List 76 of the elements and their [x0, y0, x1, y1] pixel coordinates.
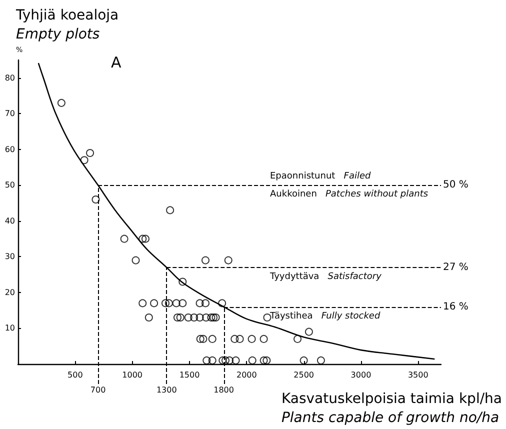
annotation: Aukkoinen Patches without plants	[270, 190, 428, 200]
point	[150, 299, 158, 308]
ref-line-label: 16 %	[443, 301, 468, 312]
point	[138, 234, 147, 243]
point	[172, 299, 180, 308]
point	[260, 334, 268, 343]
ref-line-label: 1300	[156, 386, 177, 394]
point	[144, 314, 153, 322]
point	[161, 299, 170, 308]
ref-line-label: 700	[90, 386, 106, 394]
point	[164, 299, 173, 308]
y-tick-label: 70	[4, 109, 15, 118]
point	[208, 334, 216, 343]
point	[218, 299, 226, 308]
point	[166, 206, 174, 214]
point	[236, 334, 244, 343]
point	[300, 356, 308, 364]
point	[294, 334, 302, 343]
y-tick-label: 10	[4, 324, 15, 333]
point	[260, 356, 268, 364]
point	[202, 314, 210, 322]
point	[57, 98, 66, 107]
y-tick-label: 40	[4, 216, 15, 226]
x-tick-label: 3000	[350, 370, 372, 380]
point	[86, 148, 94, 157]
point	[132, 256, 140, 264]
point	[232, 356, 240, 364]
point	[80, 156, 88, 164]
ref-line-label: 27 %	[443, 262, 468, 273]
point	[208, 356, 216, 364]
point	[316, 356, 325, 364]
point	[178, 299, 187, 308]
point	[184, 314, 192, 322]
x-tick-label: 1000	[122, 370, 143, 380]
point	[196, 314, 204, 322]
y-tick-label: 80	[4, 73, 15, 82]
ref-line-label: 50 %	[443, 180, 468, 191]
point	[173, 314, 182, 322]
point	[199, 334, 208, 343]
annotation: Epaonnistunut Failed	[270, 172, 371, 182]
x-axis-title: Kasvatuskelpoisia taimia kpl/ha Plants capable of growth no/ha	[281, 391, 502, 426]
annotation: Täystihea Fully stocked	[269, 311, 380, 322]
chart-title: A	[111, 54, 122, 72]
point	[178, 278, 187, 286]
point	[226, 356, 234, 364]
point	[120, 234, 128, 243]
point	[304, 328, 313, 336]
x-tick-label: 3500	[408, 370, 428, 380]
point	[248, 356, 256, 364]
point	[196, 299, 204, 308]
point	[190, 314, 198, 322]
point	[196, 334, 204, 343]
point	[202, 256, 210, 264]
x-tick-label: 500	[68, 370, 83, 380]
point	[141, 234, 150, 243]
point	[210, 314, 218, 322]
y-tick-label: 50	[4, 180, 15, 190]
point	[202, 299, 210, 308]
y-tick-label: 60	[4, 144, 15, 154]
point	[218, 356, 227, 364]
x-tick-label: 1500	[179, 370, 200, 380]
annotation: Tyydyttäva Satisfactory	[269, 272, 382, 282]
y-tick-label: 20	[4, 288, 15, 297]
point	[222, 356, 230, 364]
ref-line-label: 1800	[214, 386, 234, 394]
point	[176, 314, 184, 322]
point	[202, 356, 211, 364]
point	[230, 334, 239, 343]
point	[92, 195, 100, 204]
x-tick-label: 2000	[236, 370, 257, 380]
point	[224, 256, 232, 264]
point	[262, 356, 271, 364]
y-tick-label: 30	[4, 252, 15, 262]
x-tick-label: 2500	[294, 370, 314, 380]
point	[248, 334, 256, 343]
point	[138, 299, 147, 308]
